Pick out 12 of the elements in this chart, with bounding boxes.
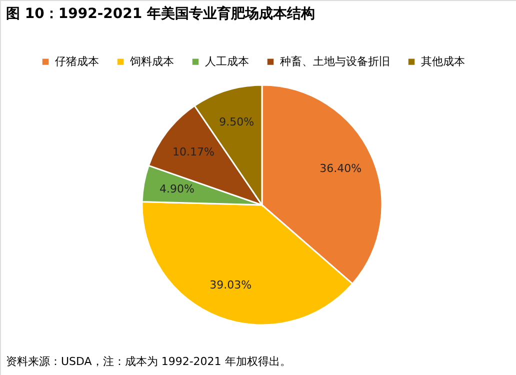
- legend-label: 种畜、土地与设备折旧: [280, 54, 390, 68]
- data-label: 36.40%: [320, 162, 362, 176]
- legend-label: 人工成本: [205, 54, 249, 68]
- legend-label: 仔猪成本: [55, 54, 99, 68]
- text: 资料来源：USDA，注：成本为 1992-2021 年加权得出。: [6, 355, 291, 368]
- legend-label: 饲料成本: [129, 54, 174, 68]
- chart-title: 图 10：1992-2021 年美国专业育肥场成本结构: [6, 5, 315, 22]
- legend-label: 其他成本: [421, 54, 465, 68]
- data-label: 9.50%: [219, 115, 254, 128]
- data-label: 39.03%: [210, 278, 252, 292]
- data-label: 4.90%: [160, 182, 194, 196]
- data-label: 10.17%: [172, 145, 214, 158]
